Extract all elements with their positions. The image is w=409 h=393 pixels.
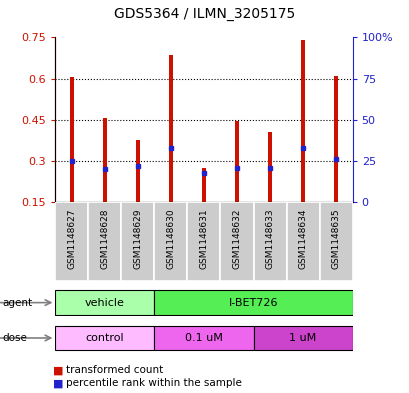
Text: ■: ■ bbox=[53, 378, 64, 388]
Text: ■: ■ bbox=[53, 365, 64, 375]
Bar bbox=[55, 290, 154, 315]
Text: GSM1148632: GSM1148632 bbox=[232, 209, 241, 269]
Text: vehicle: vehicle bbox=[85, 298, 124, 308]
FancyBboxPatch shape bbox=[319, 202, 352, 281]
FancyBboxPatch shape bbox=[187, 202, 220, 281]
Bar bbox=[136, 140, 139, 202]
Bar bbox=[55, 325, 154, 351]
Text: dose: dose bbox=[2, 333, 27, 343]
Text: percentile rank within the sample: percentile rank within the sample bbox=[65, 378, 241, 388]
Text: I-BET726: I-BET726 bbox=[228, 298, 278, 308]
FancyBboxPatch shape bbox=[286, 202, 319, 281]
FancyBboxPatch shape bbox=[154, 202, 187, 281]
Bar bbox=[253, 325, 352, 351]
Bar bbox=[234, 121, 238, 202]
Bar bbox=[267, 132, 271, 202]
Text: GSM1148635: GSM1148635 bbox=[331, 209, 340, 269]
Text: agent: agent bbox=[2, 298, 32, 308]
Bar bbox=[154, 290, 352, 315]
FancyBboxPatch shape bbox=[88, 202, 121, 281]
FancyBboxPatch shape bbox=[121, 202, 154, 281]
Text: control: control bbox=[85, 333, 124, 343]
Bar bbox=[169, 55, 173, 202]
FancyBboxPatch shape bbox=[253, 202, 286, 281]
Text: GSM1148633: GSM1148633 bbox=[265, 209, 274, 269]
FancyBboxPatch shape bbox=[55, 202, 88, 281]
Bar bbox=[300, 40, 304, 202]
Text: GSM1148631: GSM1148631 bbox=[199, 209, 208, 269]
Bar bbox=[103, 118, 107, 202]
Text: GSM1148628: GSM1148628 bbox=[100, 209, 109, 269]
Bar bbox=[202, 168, 205, 202]
Text: GSM1148629: GSM1148629 bbox=[133, 209, 142, 269]
Text: transformed count: transformed count bbox=[65, 365, 162, 375]
Text: 1 uM: 1 uM bbox=[289, 333, 316, 343]
Bar bbox=[154, 325, 253, 351]
Text: GSM1148634: GSM1148634 bbox=[298, 209, 307, 269]
Bar bbox=[70, 77, 74, 202]
Text: GSM1148627: GSM1148627 bbox=[67, 209, 76, 269]
Text: GSM1148630: GSM1148630 bbox=[166, 209, 175, 269]
Text: GDS5364 / ILMN_3205175: GDS5364 / ILMN_3205175 bbox=[114, 7, 295, 21]
FancyBboxPatch shape bbox=[220, 202, 253, 281]
Bar bbox=[333, 76, 337, 202]
Text: 0.1 uM: 0.1 uM bbox=[184, 333, 222, 343]
